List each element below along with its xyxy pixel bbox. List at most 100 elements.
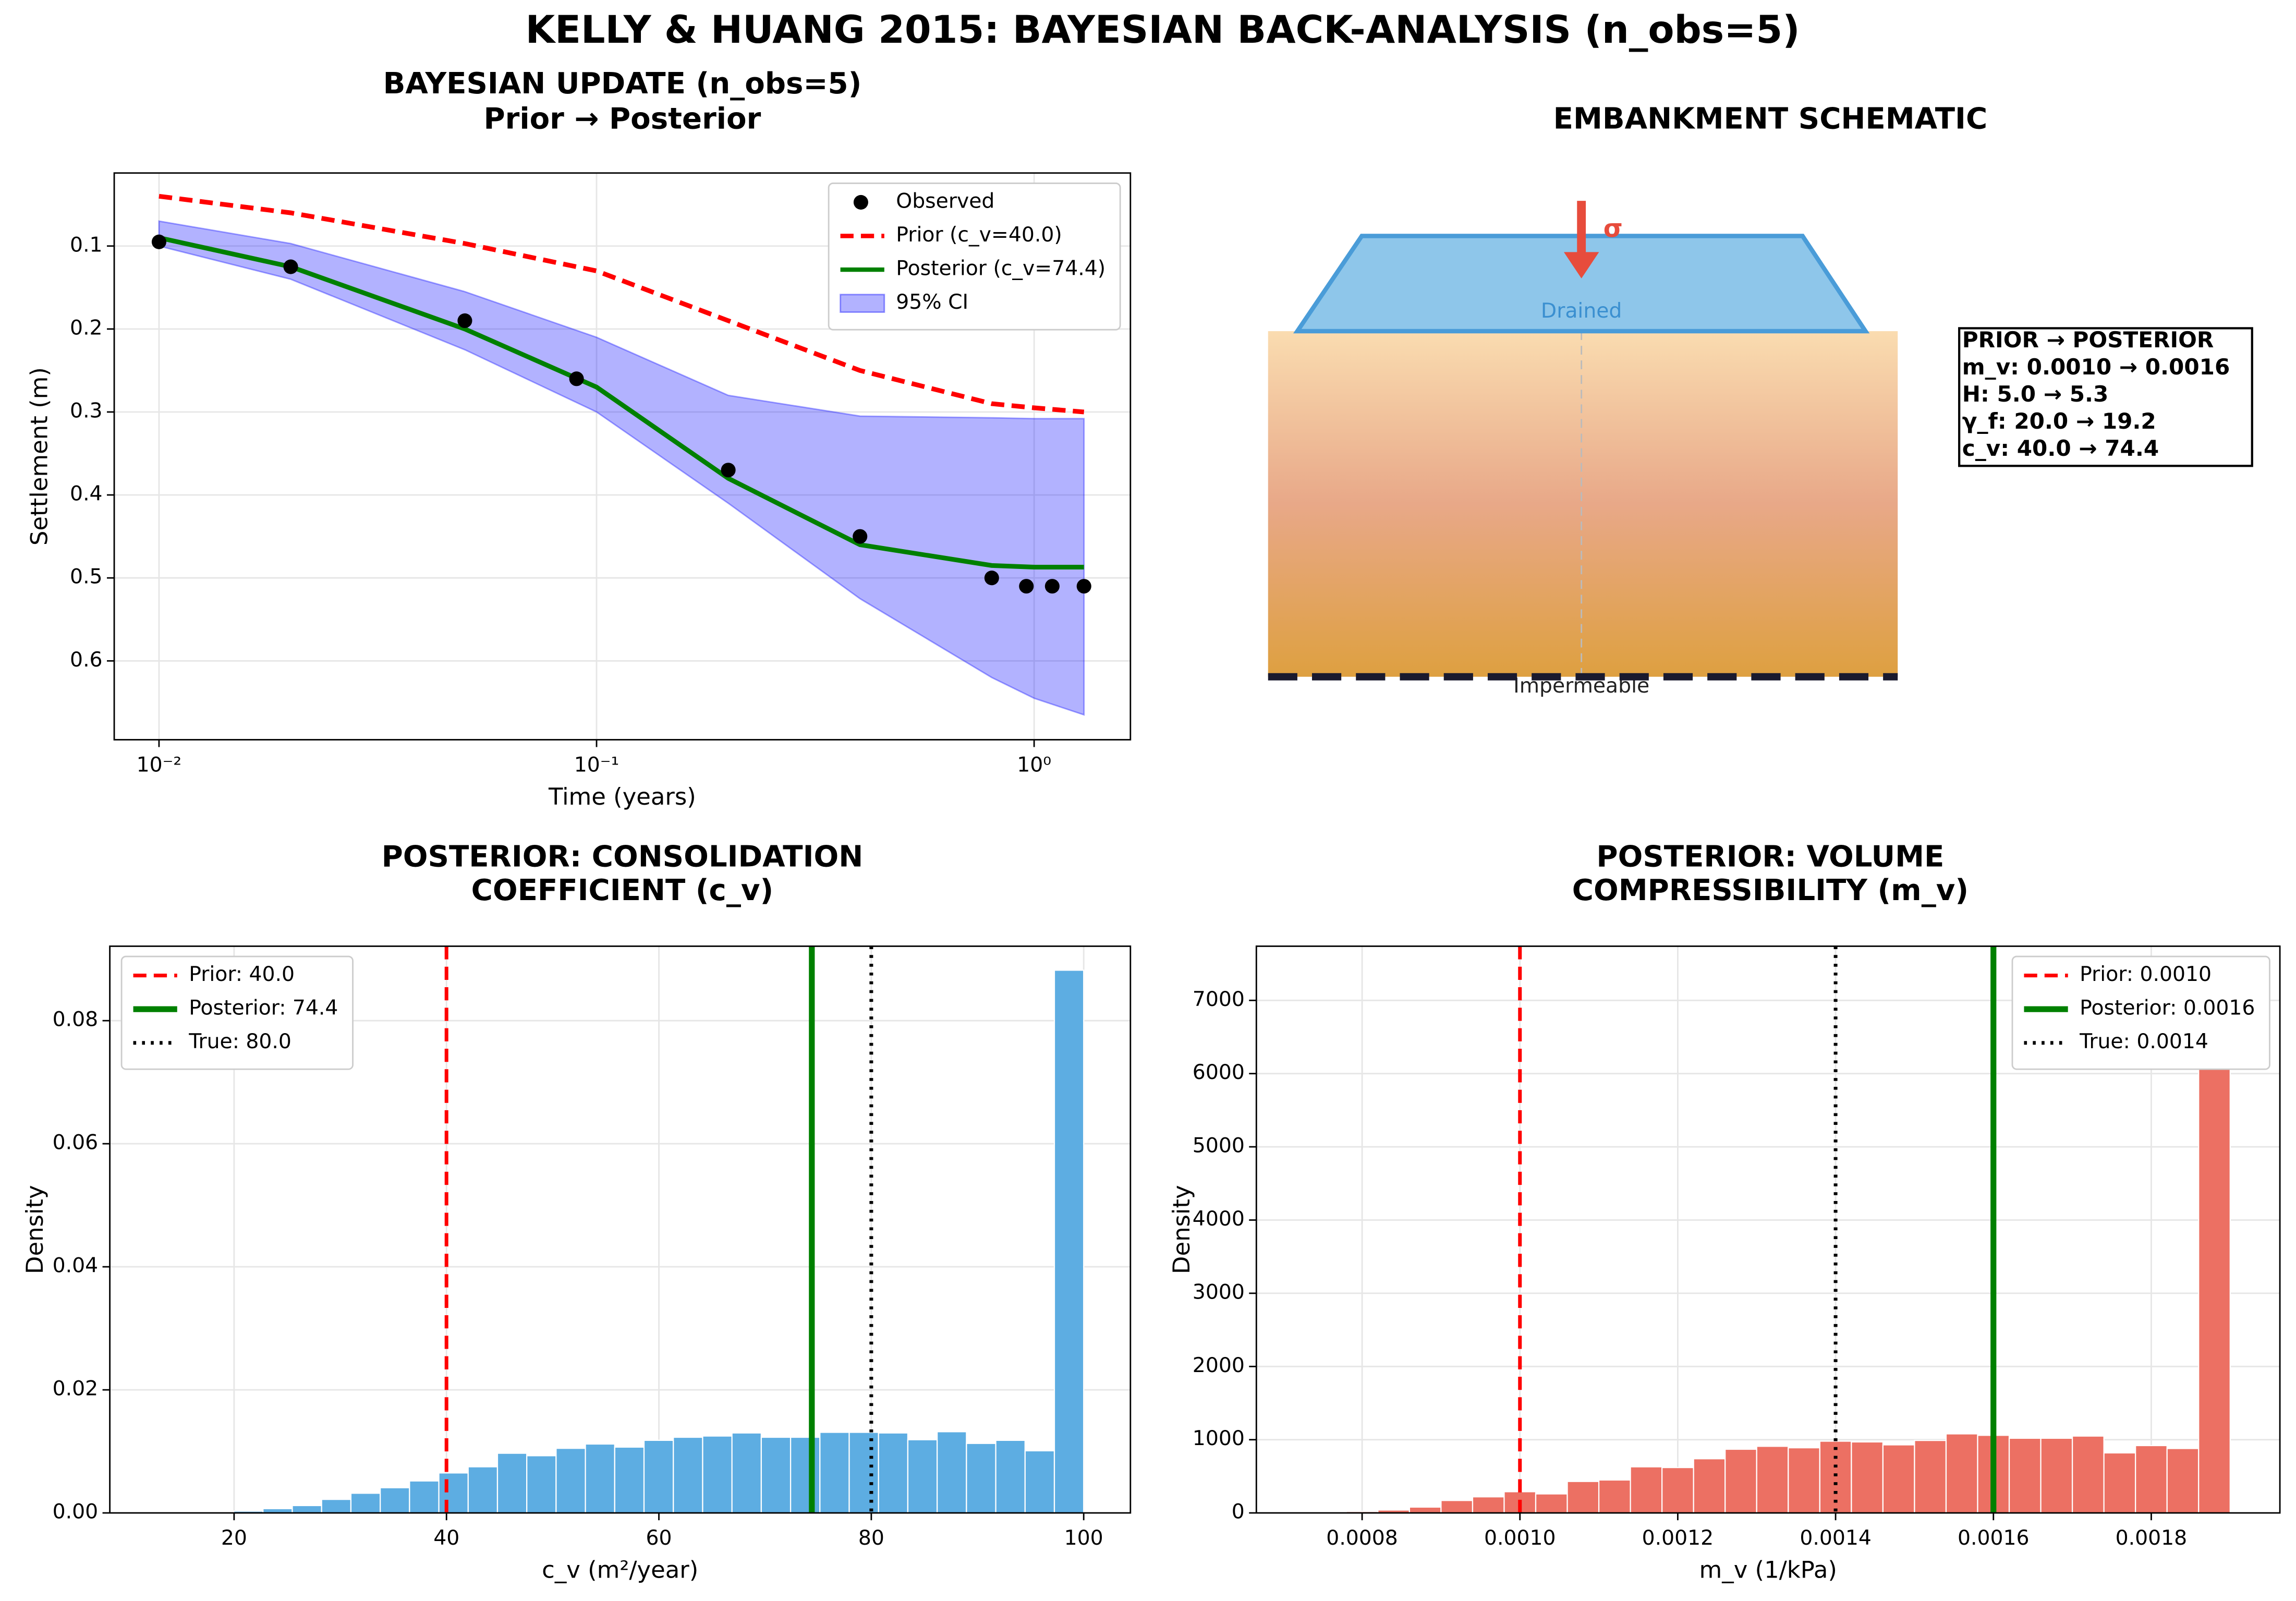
legend-label: Prior: 40.0: [189, 963, 295, 986]
histogram-bar: [526, 1455, 557, 1514]
legend-label: Prior (c_v=40.0): [896, 223, 1062, 247]
x-tick-label: 10⁻¹: [574, 754, 619, 777]
observed-point: [457, 313, 472, 329]
x-tick-label: 20: [221, 1526, 247, 1550]
histogram-bar: [291, 1505, 322, 1514]
x-tick-label: 10⁰: [1017, 754, 1051, 777]
histogram-bar: [1566, 1481, 1600, 1514]
x-axis-label: Time (years): [548, 783, 696, 810]
histogram-bar: [1945, 1433, 1978, 1514]
x-tick-label: 0.0016: [1958, 1526, 2030, 1550]
y-axis-label: Settlement (m): [26, 367, 53, 545]
x-tick-label: 0.0018: [2116, 1526, 2188, 1550]
y-tick-label: 1000: [1193, 1427, 1245, 1450]
confidence-band: [158, 220, 1085, 716]
histogram-bar: [1630, 1466, 1663, 1514]
y-tick-label: 0.1: [70, 233, 103, 257]
info-line: γ_f: 20.0 → 19.2: [1962, 408, 2156, 434]
y-tick-label: 0.5: [70, 565, 103, 589]
y-tick-label: 0.00: [53, 1500, 99, 1524]
y-tick-label: 0.06: [53, 1131, 99, 1155]
histogram-bar: [731, 1432, 762, 1514]
histogram-bar: [409, 1480, 440, 1514]
series-line: [158, 235, 1084, 570]
observed-point: [1076, 579, 1091, 594]
histogram-bar: [585, 1443, 615, 1514]
panel-title: POSTERIOR: VOLUME: [1596, 840, 1944, 874]
top-boundary-label: Drained: [1541, 299, 1622, 323]
y-tick-label: 0.08: [53, 1008, 99, 1032]
legend-marker: [853, 195, 868, 210]
embankment: [1293, 234, 1870, 334]
schematic: EMBANKMENT SCHEMATIC σ Drained Impermeab…: [1268, 102, 2253, 698]
histogram-bar: [2103, 1452, 2136, 1514]
observed-point: [151, 234, 166, 249]
histogram-bar: [702, 1435, 733, 1514]
info-line: PRIOR → POSTERIOR: [1962, 327, 2214, 353]
legend-box: [120, 955, 354, 1070]
y-tick-label: 5000: [1193, 1134, 1245, 1158]
histogram-bar: [614, 1446, 645, 1514]
panel-title: POSTERIOR: CONSOLIDATION: [382, 840, 864, 874]
histogram-bar: [496, 1452, 528, 1514]
x-tick-label: 0.0010: [1484, 1526, 1556, 1550]
observed-point: [721, 463, 736, 478]
histogram-bar: [2040, 1437, 2073, 1514]
series-line: [159, 193, 1085, 415]
info-line: m_v: 0.0010 → 0.0016: [1962, 354, 2230, 380]
y-axis-label: Density: [21, 1185, 48, 1274]
x-tick-label: 0.0008: [1326, 1526, 1398, 1550]
observed-point: [853, 529, 868, 544]
y-tick-label: 0.6: [70, 648, 103, 672]
x-tick-label: 60: [646, 1526, 672, 1550]
y-tick-label: 0.4: [70, 482, 103, 506]
histogram-bar: [760, 1436, 792, 1514]
histogram-bar: [848, 1432, 879, 1514]
histogram-bar: [1598, 1479, 1631, 1514]
legend-label: Posterior (c_v=74.4): [896, 257, 1106, 281]
soil-layer: [1268, 331, 1898, 677]
x-tick-label: 80: [858, 1526, 884, 1550]
legend-label: True: 80.0: [188, 1030, 291, 1053]
x-tick-label: 0.0012: [1642, 1526, 1714, 1550]
histogram-bar: [1661, 1466, 1694, 1514]
observed-point: [569, 371, 584, 386]
x-tick-label: 100: [1064, 1526, 1103, 1550]
legend: Observed Prior (c_v=40.0) Posterior (c_v=7…: [828, 183, 1121, 331]
histogram-bar: [1882, 1444, 1915, 1514]
histogram-bar: [789, 1436, 821, 1514]
histogram-bar: [1408, 1506, 1442, 1514]
histogram-bar: [2166, 1448, 2200, 1514]
legend: Prior: 40.0 Posterior: 74.4 True: 80.0: [120, 955, 354, 1070]
x-tick-label: 40: [433, 1526, 459, 1550]
legend-swatch: [840, 294, 885, 313]
info-line: c_v: 40.0 → 74.4: [1962, 435, 2159, 461]
load-label: σ: [1603, 214, 1623, 243]
y-tick-label: 0.02: [53, 1377, 99, 1401]
plot-frame: [109, 945, 1132, 1514]
histogram-bar: [1724, 1448, 1757, 1514]
y-tick-label: 3000: [1193, 1280, 1245, 1304]
panel-title: EMBANKMENT SCHEMATIC: [1553, 102, 1988, 136]
legend-label: Prior: 0.0010: [2080, 963, 2212, 986]
legend-label: Posterior: 0.0016: [2080, 997, 2255, 1020]
y-tick-label: 0.3: [70, 399, 103, 422]
histogram-bar: [673, 1436, 703, 1514]
y-axis-label: Density: [1168, 1185, 1195, 1274]
x-axis-label: c_v (m²/year): [542, 1556, 698, 1583]
histogram-bar: [1756, 1446, 1789, 1514]
legend-label: Posterior: 74.4: [189, 997, 338, 1020]
y-tick-label: 0.2: [70, 316, 103, 339]
histogram-bar: [2071, 1435, 2105, 1514]
x-tick-label: 10⁻²: [137, 754, 182, 777]
x-tick-label: 0.0014: [1800, 1526, 1872, 1550]
histogram-bar: [1535, 1493, 1568, 1514]
panel-title: Prior → Posterior: [483, 102, 761, 136]
histogram-bar: [1693, 1458, 1726, 1514]
histogram-bar: [995, 1439, 1026, 1514]
histogram-bar: [907, 1439, 938, 1514]
histogram-bar: [937, 1431, 967, 1514]
observed-point: [1019, 579, 1034, 594]
plot-frame: [113, 172, 1132, 741]
